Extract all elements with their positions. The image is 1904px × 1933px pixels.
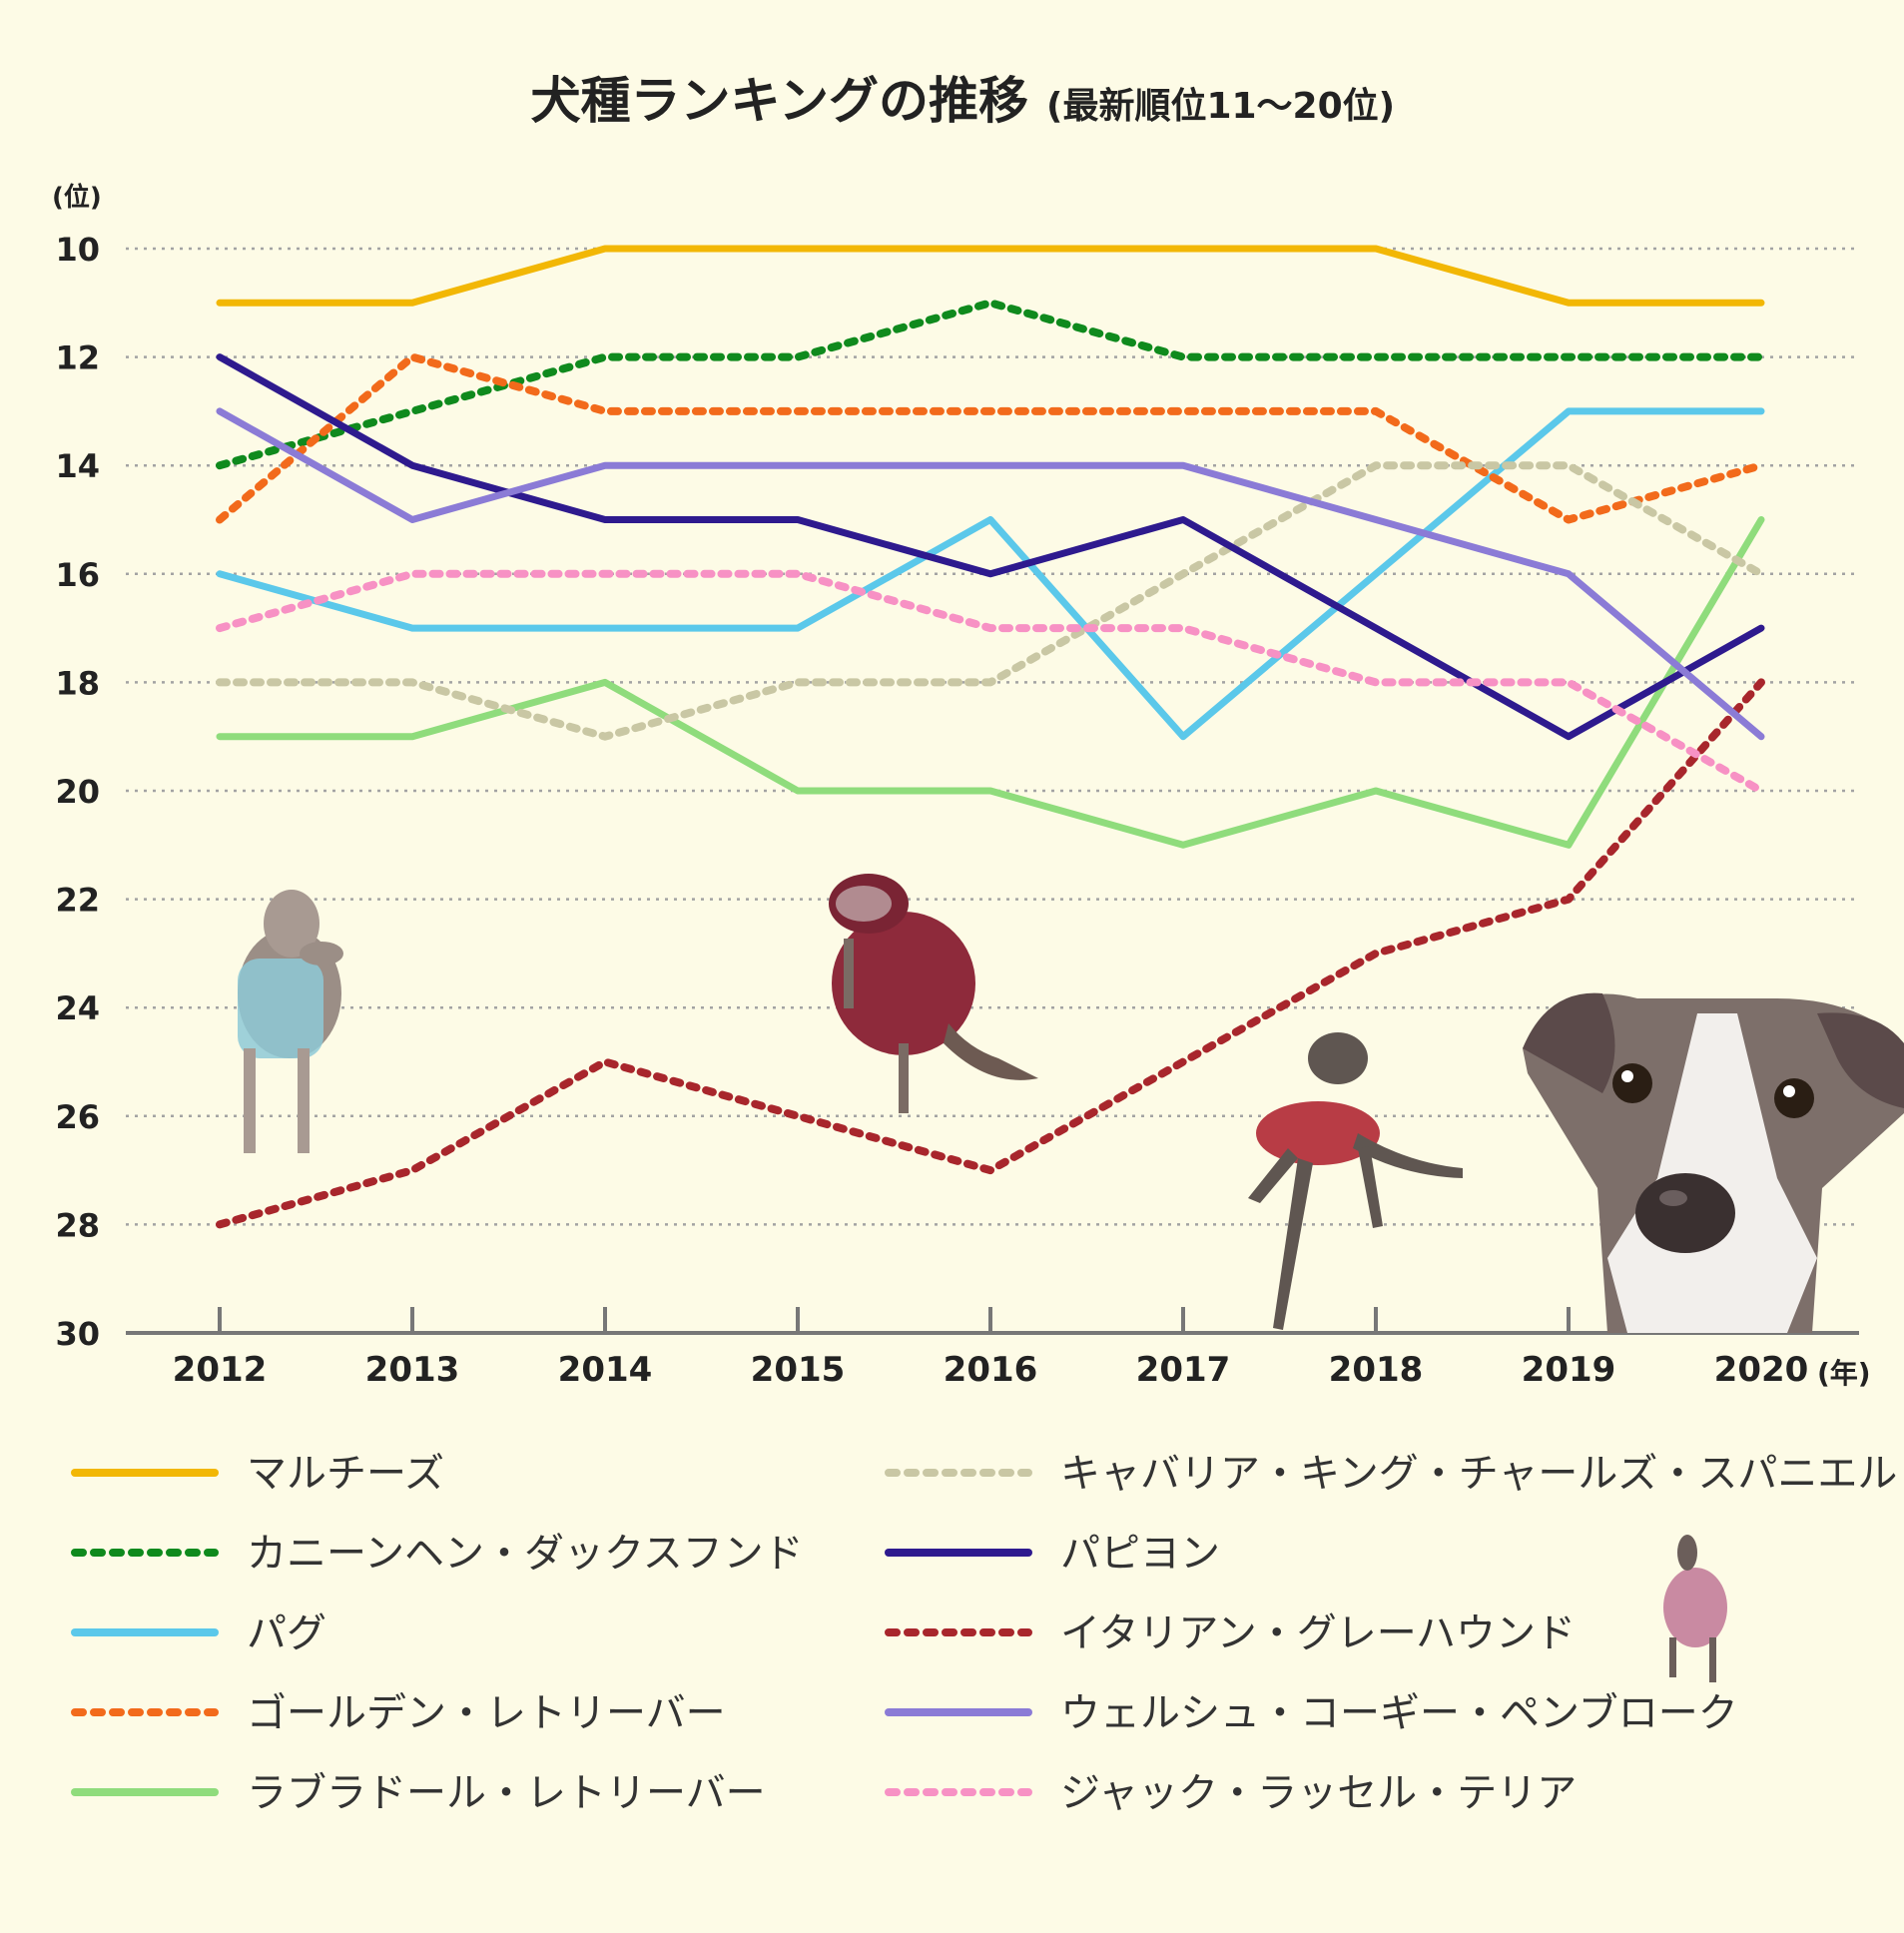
chart-title: 犬種ランキングの推移 <box>531 72 1029 130</box>
x-tick-label: 2012 <box>173 1350 268 1390</box>
legend-label: ウェルシュ・コーギー・ペンブローク <box>1060 1690 1738 1736</box>
y-tick-label: 12 <box>55 339 100 377</box>
italian-greyhound-photo-small-icon <box>1663 1535 1727 1682</box>
series-line <box>220 249 1761 303</box>
x-axis-unit-label: (年) <box>1817 1357 1871 1390</box>
y-axis-unit-label: (位) <box>52 182 102 213</box>
y-tick-label: 16 <box>55 556 100 594</box>
legend-label: イタリアン・グレーハウンド <box>1060 1611 1576 1656</box>
legend-label: パグ <box>247 1611 326 1656</box>
italian-greyhound-photo-jumping-icon <box>1248 1032 1463 1330</box>
y-tick-label: 10 <box>55 231 100 269</box>
italian-greyhound-photo-sweater-icon <box>829 874 1038 1113</box>
x-axis-ticks: 2012 2013 2014 2015 2016 2017 2018 2019 2020 <box>173 1307 1809 1390</box>
legend-label: キャバリア・キング・チャールズ・スパニエル <box>1060 1451 1897 1497</box>
legend-label: カニーンヘン・ダックスフンド <box>247 1531 804 1577</box>
x-tick-label: 2018 <box>1329 1350 1424 1390</box>
legend-label: ゴールデン・レトリーバー <box>247 1690 726 1736</box>
y-tick-label: 24 <box>55 989 100 1027</box>
legend-label: パピヨン <box>1060 1531 1220 1577</box>
chart-subtitle: (最新順位11〜20位) <box>1046 86 1395 127</box>
y-axis-ticks: 10 12 14 16 18 20 22 24 26 28 30 <box>55 231 100 1353</box>
y-tick-label: 28 <box>55 1206 100 1244</box>
y-tick-label: 20 <box>55 773 100 811</box>
x-tick-label: 2016 <box>944 1350 1038 1390</box>
italian-greyhound-photo-face-icon <box>1523 993 1904 1333</box>
x-tick-label: 2013 <box>365 1350 460 1390</box>
series-line <box>220 357 1761 520</box>
legend: マルチーズカニーンヘン・ダックスフンドパグゴールデン・レトリーバーラブラドール・… <box>75 1451 1897 1816</box>
y-tick-label: 30 <box>55 1315 100 1353</box>
legend-label: ジャック・ラッセル・テリア <box>1060 1770 1577 1816</box>
y-tick-label: 26 <box>55 1098 100 1136</box>
x-tick-label: 2017 <box>1136 1350 1231 1390</box>
x-tick-label: 2014 <box>558 1350 653 1390</box>
y-tick-label: 18 <box>55 664 100 702</box>
y-tick-label: 14 <box>55 447 100 485</box>
y-tick-label: 22 <box>55 882 100 920</box>
italian-greyhound-photo-sitting-icon <box>238 890 343 1153</box>
x-tick-label: 2019 <box>1522 1350 1616 1390</box>
series-lines <box>220 249 1761 1225</box>
x-tick-label: 2020 <box>1714 1350 1809 1390</box>
legend-label: ラブラドール・レトリーバー <box>247 1770 766 1816</box>
x-tick-label: 2015 <box>751 1350 846 1390</box>
legend-label: マルチーズ <box>247 1451 444 1497</box>
series-line <box>220 682 1761 1224</box>
